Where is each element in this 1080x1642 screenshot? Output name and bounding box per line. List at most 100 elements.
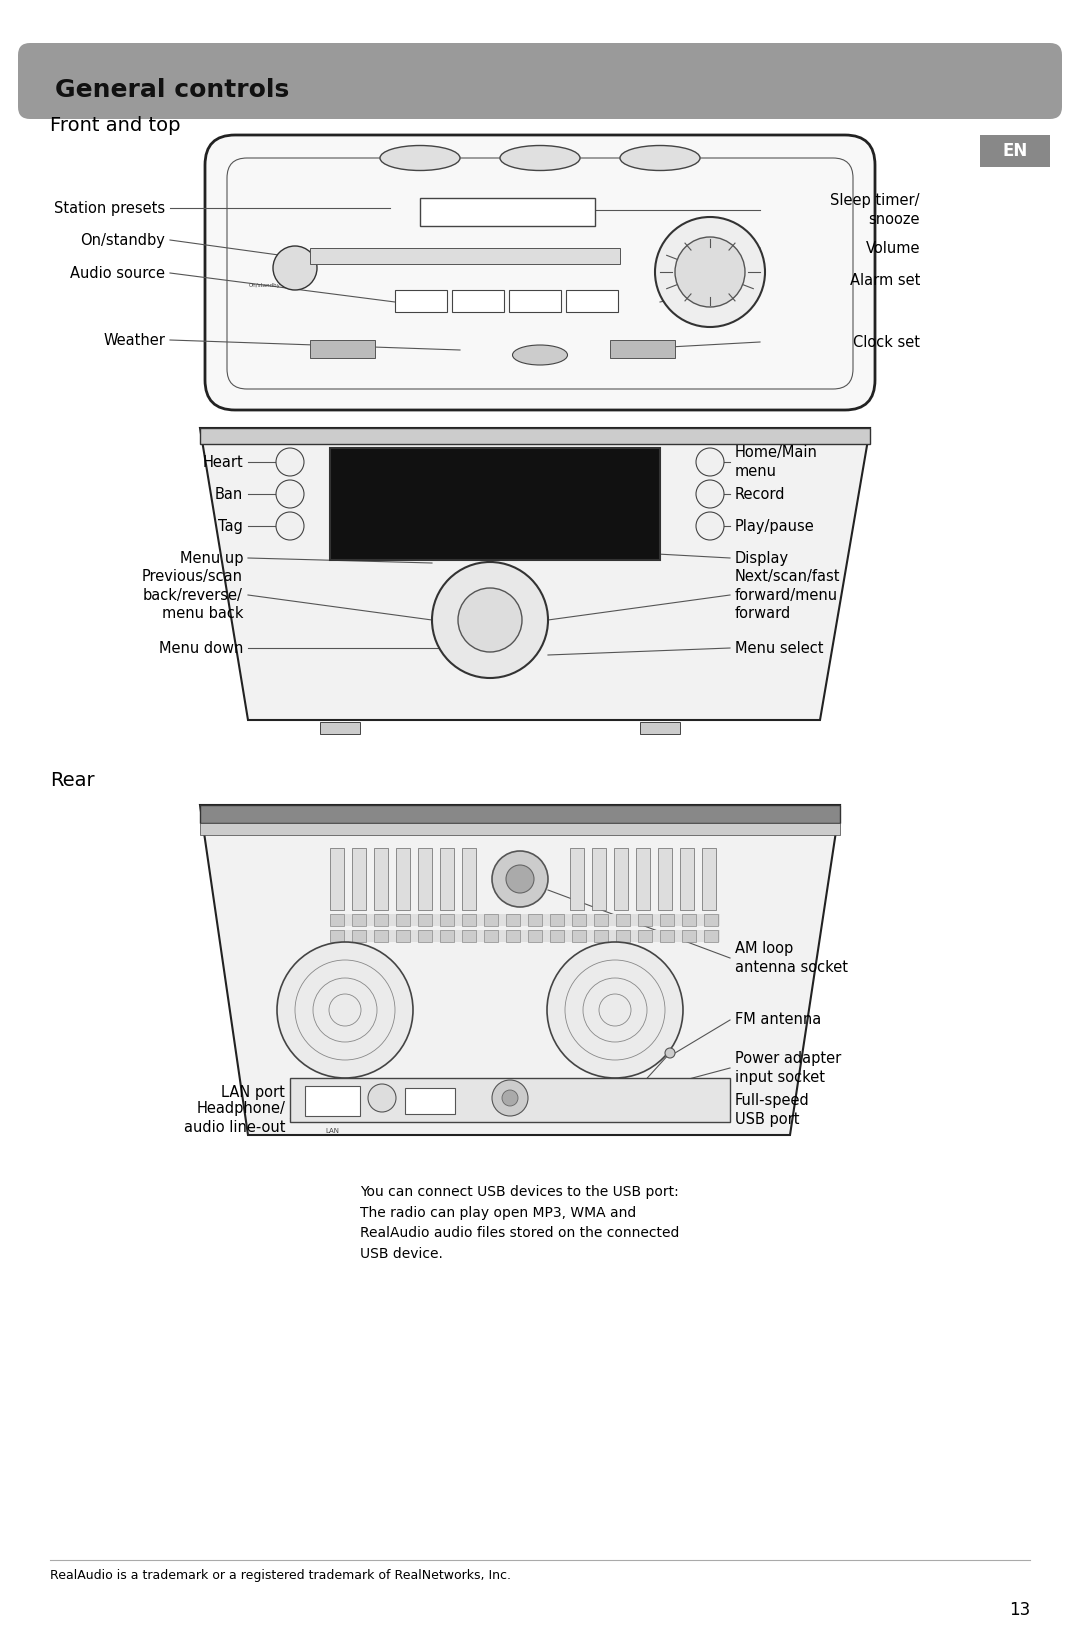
Text: AM ANTENNA: AM ANTENNA — [502, 859, 538, 864]
Bar — [484, 929, 498, 943]
FancyBboxPatch shape — [18, 43, 1062, 118]
Circle shape — [696, 448, 724, 476]
Text: 3: 3 — [399, 253, 402, 258]
Ellipse shape — [380, 146, 460, 171]
Circle shape — [273, 246, 318, 291]
Circle shape — [492, 1080, 528, 1117]
Bar — [418, 915, 432, 926]
Text: Home/Main
menu: Home/Main menu — [735, 445, 818, 479]
Text: Heart: Heart — [202, 455, 243, 470]
Text: 4: 4 — [438, 253, 442, 258]
Bar — [566, 291, 618, 312]
Bar — [440, 847, 454, 910]
Text: SLEEP/SNOOZE: SLEEP/SNOOZE — [475, 207, 539, 217]
Bar — [528, 915, 542, 926]
Text: On/standby: On/standby — [249, 282, 281, 287]
Bar — [200, 805, 840, 823]
Bar — [507, 915, 519, 926]
Text: 5: 5 — [478, 253, 482, 258]
Text: Menu down: Menu down — [159, 640, 243, 655]
Bar — [330, 915, 345, 926]
Circle shape — [276, 943, 413, 1079]
Text: ⊗: ⊗ — [286, 489, 294, 499]
Bar — [374, 847, 388, 910]
Bar — [658, 847, 672, 910]
Bar — [572, 929, 586, 943]
Text: Power adapter
input socket: Power adapter input socket — [735, 1051, 841, 1085]
Text: EN: EN — [1002, 141, 1028, 159]
Text: ♡: ♡ — [285, 456, 295, 466]
Text: AM loop
antenna socket: AM loop antenna socket — [735, 941, 848, 975]
Text: Headphone/
audio line-out: Headphone/ audio line-out — [184, 1102, 285, 1135]
Circle shape — [276, 512, 303, 540]
Text: CLOCK: CLOCK — [526, 299, 544, 304]
Text: ↗: ↗ — [286, 521, 294, 530]
Bar — [550, 929, 564, 943]
Bar — [636, 847, 650, 910]
Bar — [374, 929, 388, 943]
Text: SOURCE: SOURCE — [409, 299, 432, 304]
Bar — [594, 915, 608, 926]
Bar — [616, 929, 630, 943]
Circle shape — [696, 512, 724, 540]
Bar — [462, 915, 476, 926]
Text: Tag: Tag — [218, 519, 243, 534]
Bar — [680, 847, 694, 910]
Bar — [462, 929, 476, 943]
Text: Clock set: Clock set — [853, 335, 920, 350]
Text: Weather: Weather — [103, 332, 165, 348]
Bar — [509, 291, 561, 312]
Bar — [484, 915, 498, 926]
Bar — [396, 847, 410, 910]
Polygon shape — [200, 805, 840, 1135]
Text: RealAudio is a trademark or a registered trademark of RealNetworks, Inc.: RealAudio is a trademark or a registered… — [50, 1568, 511, 1581]
Bar — [330, 915, 720, 926]
Bar — [396, 915, 410, 926]
Circle shape — [502, 1090, 518, 1107]
Bar — [572, 915, 586, 926]
Bar — [352, 929, 366, 943]
Bar — [305, 1085, 360, 1117]
Bar — [310, 248, 620, 264]
Bar — [310, 340, 375, 358]
Text: 13: 13 — [1009, 1601, 1030, 1619]
Bar — [396, 929, 410, 943]
Circle shape — [507, 865, 534, 893]
Bar — [352, 915, 366, 926]
Bar — [418, 929, 432, 943]
Bar — [440, 929, 454, 943]
Text: Volume: Volume — [865, 240, 920, 256]
Bar — [405, 1089, 455, 1113]
Text: Station presets: Station presets — [54, 200, 165, 215]
Circle shape — [368, 1084, 396, 1112]
Text: ▶▶: ▶▶ — [526, 616, 538, 624]
Bar — [462, 847, 476, 910]
Text: On/standby: On/standby — [80, 233, 165, 248]
Circle shape — [654, 217, 765, 327]
Bar — [638, 929, 652, 943]
Circle shape — [276, 479, 303, 507]
Bar — [550, 915, 564, 926]
Text: Previous/scan
back/reverse/
menu back: Previous/scan back/reverse/ menu back — [141, 568, 243, 621]
Text: Menu up: Menu up — [179, 550, 243, 565]
Circle shape — [492, 851, 548, 906]
Bar — [592, 847, 606, 910]
Text: 2: 2 — [357, 253, 362, 258]
Bar — [704, 915, 718, 926]
Text: LAN port: LAN port — [221, 1084, 285, 1100]
Bar — [980, 135, 1050, 167]
Text: ⌂: ⌂ — [707, 456, 713, 466]
Circle shape — [546, 943, 683, 1079]
Circle shape — [276, 448, 303, 476]
Bar — [681, 915, 696, 926]
Circle shape — [665, 1048, 675, 1057]
Text: ALARM: ALARM — [582, 299, 602, 304]
Circle shape — [696, 479, 724, 507]
Bar — [418, 847, 432, 910]
Bar — [200, 429, 870, 443]
Bar — [330, 929, 720, 943]
Bar — [507, 929, 519, 943]
Bar — [374, 915, 388, 926]
Bar — [395, 291, 447, 312]
Bar — [594, 929, 608, 943]
